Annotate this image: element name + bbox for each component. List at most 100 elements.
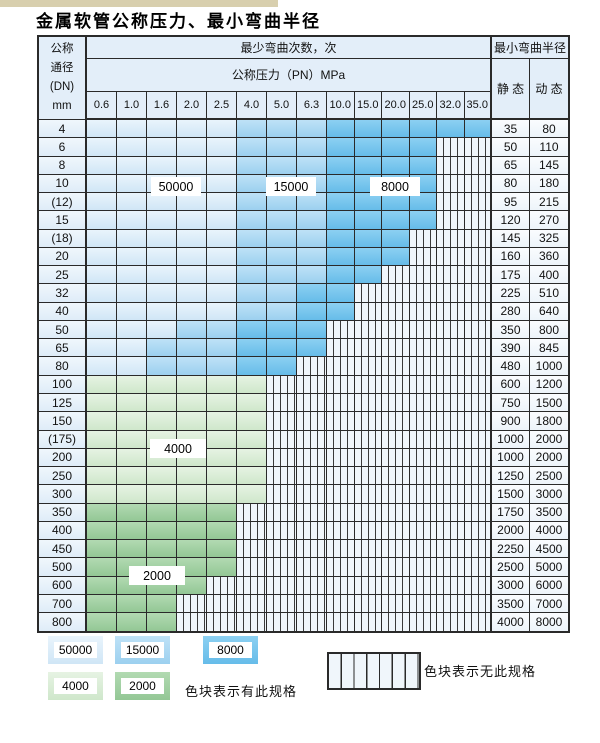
zone-cell [237, 540, 267, 559]
zone-cell [237, 229, 267, 248]
zone-cell [147, 302, 177, 321]
zone-label-4000: 4000 [150, 439, 206, 458]
zone-cell [207, 320, 237, 340]
zone-label-8000: 8000 [370, 177, 420, 196]
zone-cell [354, 393, 382, 413]
page-title: 金属软管公称压力、最小弯曲半径 [36, 12, 321, 32]
zone-cell [437, 320, 465, 340]
zone-cell [297, 448, 327, 468]
zone-cell [267, 138, 297, 157]
zone-cell [464, 174, 492, 194]
pressure-header-cell: 4.0 [237, 92, 267, 120]
zone-cell [147, 594, 177, 614]
bend-cycles-header: 最少弯曲次数，次 [87, 37, 492, 59]
dn-cell: 15 [39, 211, 87, 230]
pressure-header-cell: 1.6 [147, 92, 177, 120]
dn-cell: 80 [39, 357, 87, 376]
zone-cell [267, 339, 297, 358]
zone-cell [327, 467, 355, 486]
zone-cell [237, 613, 267, 632]
dynamic-radius-cell: 4500 [530, 540, 568, 559]
zone-cell [327, 558, 355, 577]
dn-header-line: mm [52, 100, 72, 112]
zone-cell [409, 120, 437, 139]
zone-cell [297, 156, 327, 175]
dn-cell: 300 [39, 485, 87, 504]
zone-cell [409, 138, 437, 157]
zone-label-15000: 15000 [266, 177, 316, 196]
zone-cell [437, 540, 465, 559]
zone-cell [437, 266, 465, 285]
zone-cell [267, 393, 297, 413]
zone-cell [87, 284, 117, 303]
zone-cell [464, 229, 492, 248]
zone-cell [297, 284, 327, 303]
dn-cell: (12) [39, 193, 87, 212]
zone-cell [354, 357, 382, 376]
zone-cell [354, 375, 382, 394]
zone-cell [327, 357, 355, 376]
zone-cell [297, 320, 327, 340]
zone-cell [177, 339, 207, 358]
static-radius-cell: 1250 [492, 467, 530, 486]
zone-cell [267, 156, 297, 175]
legend-has-spec-text: 色块表示有此规格 [185, 684, 298, 699]
zone-cell [117, 594, 147, 614]
zone-cell [464, 339, 492, 358]
zone-cell [207, 211, 237, 230]
zone-cell [297, 485, 327, 504]
zone-cell [327, 229, 355, 248]
zone-cell [237, 357, 267, 376]
zone-cell [87, 521, 117, 541]
zone-cell [327, 284, 355, 303]
zone-cell [117, 339, 147, 358]
zone-cell [177, 393, 207, 413]
dn-cell: 150 [39, 412, 87, 431]
zone-cell [327, 211, 355, 230]
zone-cell [207, 613, 237, 632]
zone-cell [87, 211, 117, 230]
zone-cell [354, 448, 382, 468]
zone-cell [409, 594, 437, 614]
zone-cell [117, 412, 147, 431]
static-radius-cell: 1000 [492, 430, 530, 449]
zone-cell [207, 174, 237, 194]
dn-cell: 250 [39, 467, 87, 486]
dn-cell: (18) [39, 229, 87, 248]
zone-cell [409, 485, 437, 504]
zone-cell [147, 375, 177, 394]
zone-cell [117, 174, 147, 194]
zone-cell [267, 229, 297, 248]
zone-cell [147, 540, 177, 559]
zone-cell [464, 247, 492, 267]
zone-cell [327, 339, 355, 358]
zone-cell [327, 613, 355, 632]
nominal-pressure-header: 公称压力（PN）MPa [87, 59, 492, 92]
dynamic-radius-cell: 5000 [530, 558, 568, 577]
zone-cell [297, 193, 327, 212]
zone-cell [464, 156, 492, 175]
zone-cell [437, 339, 465, 358]
zone-cell [147, 412, 177, 431]
zone-cell [237, 193, 267, 212]
static-radius-cell: 1000 [492, 448, 530, 468]
static-radius-cell: 225 [492, 284, 530, 303]
zone-cell [267, 558, 297, 577]
zone-cell [409, 576, 437, 595]
zone-cell [297, 576, 327, 595]
dn-cell: 500 [39, 558, 87, 577]
zone-cell [437, 302, 465, 321]
zone-cell [327, 302, 355, 321]
zone-cell [382, 576, 410, 595]
zone-cell [382, 430, 410, 449]
zone-cell [409, 540, 437, 559]
zone-cell [237, 266, 267, 285]
min-bend-radius-header: 最小弯曲半径 [492, 37, 568, 59]
top-decorative-strip [0, 0, 278, 7]
dn-cell: 4 [39, 120, 87, 139]
dn-cell: 100 [39, 375, 87, 394]
zone-cell [237, 412, 267, 431]
zone-cell [207, 558, 237, 577]
zone-cell [267, 266, 297, 285]
zone-cell [297, 540, 327, 559]
